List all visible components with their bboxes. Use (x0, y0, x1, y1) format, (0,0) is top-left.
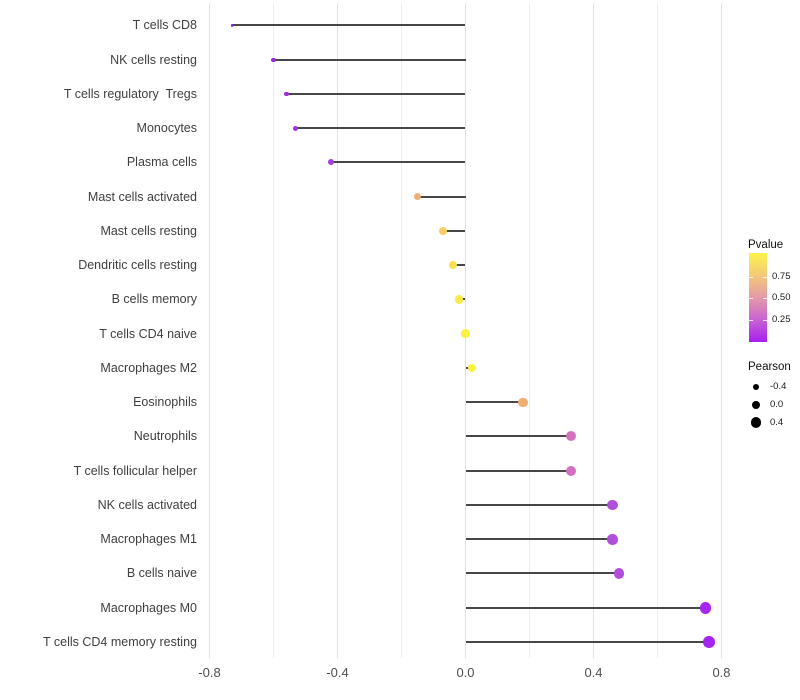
pearson-key-dot (752, 383, 759, 390)
lollipop-stem (465, 538, 613, 541)
gridline-major (337, 3, 338, 658)
pearson-key-label: -0.4 (770, 381, 787, 392)
y-axis-label: Macrophages M2 (100, 360, 197, 375)
lollipop-dot (566, 431, 577, 442)
y-axis-label: NK cells resting (110, 52, 197, 67)
x-tick-label: 0.8 (712, 665, 731, 680)
lollipop-stem (465, 469, 572, 472)
x-tick-label: 0.4 (584, 665, 603, 680)
lollipop-stem (443, 229, 466, 232)
lollipop-dot (467, 363, 477, 373)
pvalue-colorbar-tick (749, 298, 753, 300)
pearson-legend-title: Pearson (748, 361, 791, 373)
y-axis-label: T cells CD4 naive (99, 326, 197, 341)
y-axis-label: B cells memory (111, 292, 197, 307)
y-axis-label: Neutrophils (133, 429, 197, 444)
pvalue-legend: Pvalue 0.75 0.50 0.25 (748, 238, 800, 342)
pearson-key-dot (751, 400, 761, 410)
pvalue-tick-label: 0.50 (772, 292, 791, 304)
lollipop-stem (465, 572, 620, 575)
pvalue-colorbar-gradient (749, 253, 767, 342)
lollipop-stem (465, 606, 706, 609)
y-axis-label: Monocytes (136, 121, 197, 136)
lollipop-dot (607, 499, 618, 511)
pvalue-colorbar-tick (763, 319, 767, 321)
lollipop-stem (465, 640, 709, 643)
pvalue-colorbar-tick (763, 277, 767, 279)
lollipop-dot (518, 397, 528, 407)
lollipop-stem (273, 58, 466, 61)
pvalue-legend-title: Pvalue (748, 239, 784, 251)
pearson-key-label: 0.4 (770, 416, 784, 428)
x-tick-label: 0.0 (456, 665, 475, 680)
lollipop-dot (448, 261, 457, 270)
lollipop-stem (465, 401, 524, 404)
lollipop-stem (295, 127, 466, 130)
lollipop-dot (454, 295, 464, 304)
y-axis-label: Mast cells resting (100, 223, 197, 238)
lollipop-dot (699, 601, 712, 614)
lollipop-stem (465, 435, 572, 438)
lollipop-stem (231, 24, 466, 27)
y-axis-label: B cells naive (126, 566, 197, 581)
lollipop-stem (452, 264, 466, 267)
pearson-key-label: 0.0 (770, 398, 784, 410)
lollipop-dot (439, 226, 448, 235)
gridline-major (209, 3, 210, 658)
gridline-minor (401, 3, 402, 658)
pvalue-colorbar-tick (763, 298, 767, 300)
y-axis-label: Macrophages M0 (100, 600, 197, 615)
lollipop-stem (331, 161, 466, 164)
lollipop-dot (328, 159, 334, 166)
lollipop-stem (286, 92, 466, 95)
lollipop-dot (461, 329, 470, 338)
y-axis-label: Mast cells activated (87, 189, 197, 204)
lollipop-dot (566, 465, 577, 476)
y-axis-label: Eosinophils (133, 395, 197, 410)
lollipop-stem (465, 503, 613, 506)
x-tick-label: -0.4 (326, 665, 349, 680)
lollipop-dot (613, 568, 625, 579)
y-axis-label: T cells regulatory Tregs (63, 86, 197, 101)
lollipop-dot (283, 91, 289, 97)
pvalue-tick-label: 0.25 (772, 313, 791, 325)
y-axis-label: Macrophages M1 (100, 532, 197, 547)
pvalue-colorbar-tick (749, 277, 753, 279)
x-tick-label: -0.8 (198, 665, 221, 680)
y-axis-label: T cells CD4 memory resting (43, 634, 197, 649)
y-axis-label: Dendritic cells resting (78, 258, 197, 273)
y-axis-label: T cells CD8 (132, 18, 197, 33)
y-axis-label: Plasma cells (126, 155, 197, 170)
gridline-major (721, 3, 722, 658)
pearson-legend: Pearson -0.4 0.0 0.4 (748, 360, 800, 428)
lollipop-dot (702, 636, 715, 648)
lollipop-dot (230, 24, 234, 27)
pvalue-tick-label: 0.75 (772, 271, 791, 283)
lollipop-dot (293, 125, 299, 131)
lollipop-dot (413, 192, 422, 201)
pvalue-colorbar-tick (749, 319, 753, 321)
gridline-minor (657, 3, 658, 658)
y-axis-label: T cells follicular helper (73, 463, 197, 478)
lollipop-dot (271, 57, 276, 62)
lollipop-dot (607, 533, 618, 545)
lollipop-stem (417, 195, 466, 198)
gridline-minor (273, 3, 274, 658)
y-axis-label: NK cells activated (97, 497, 197, 512)
gridline-minor (529, 3, 530, 658)
pearson-key-dot (750, 417, 762, 428)
gridline-major (593, 3, 594, 658)
